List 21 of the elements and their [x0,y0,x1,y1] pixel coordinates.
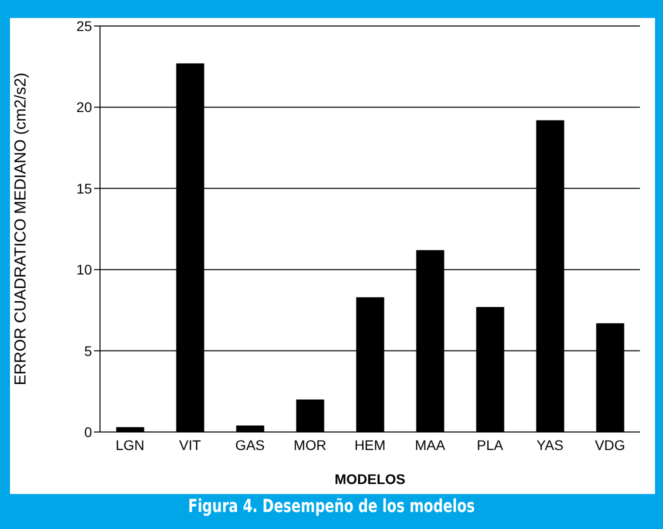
y-tick-label: 25 [76,18,92,34]
y-tick-label: 15 [76,180,92,196]
bar [116,427,144,432]
x-tick-label: YAS [536,436,564,453]
x-tick-label: PLA [476,436,504,453]
x-tick-label: VIT [179,436,202,453]
text: Figura 4. Desempeño de los modelos [187,496,476,517]
y-tick-label: 5 [84,342,92,359]
y-tick-label: 0 [84,424,92,440]
y-tick-label: 10 [76,262,92,278]
x-tick-label: MOR [294,436,326,453]
x-axis-title: MODELOS [334,471,406,487]
x-tick-label: VDG [594,436,626,453]
x-tick-label: LGN [116,436,144,453]
y-axis-title: ERROR CUADRATICO MEDIANO (cm2/s2) [12,72,30,386]
x-tick-label: GAS [235,436,265,453]
y-tick-label: 20 [76,99,92,116]
bar [296,400,324,432]
x-tick-label: HEM [354,436,386,453]
x-tick-label: MAA [414,436,446,453]
bar [236,426,264,432]
